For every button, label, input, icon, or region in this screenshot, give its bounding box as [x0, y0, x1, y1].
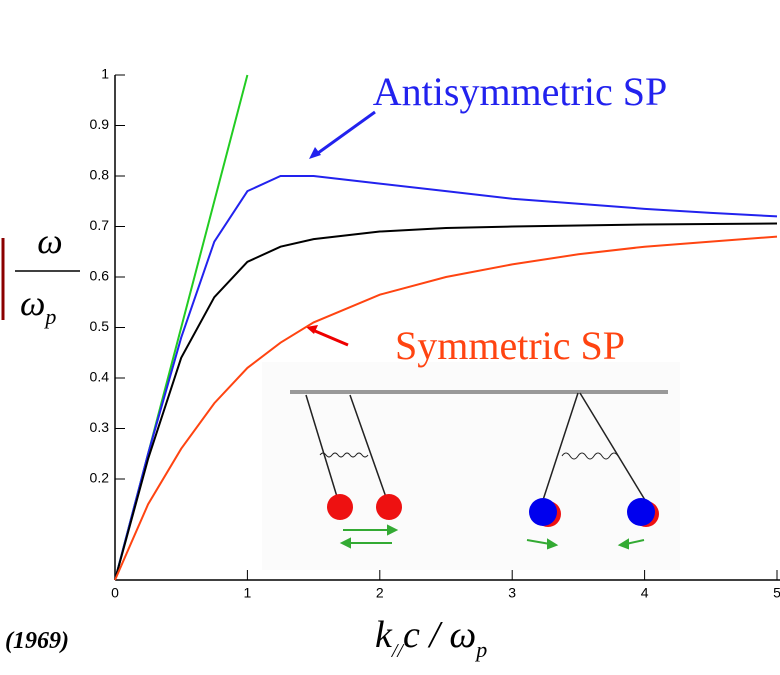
series-label: Symmetric SP	[395, 323, 625, 368]
annotation-arrows	[306, 110, 376, 347]
y-tick-label: 0.6	[90, 268, 110, 284]
motion-arrows	[339, 524, 645, 550]
x-tick-label: 1	[244, 585, 252, 601]
spring	[319, 452, 369, 458]
note: (1969)	[5, 628, 69, 654]
y-tick-label: 0.5	[90, 318, 110, 334]
x-tick-label: 5	[773, 585, 780, 601]
string	[542, 392, 579, 501]
string	[349, 394, 388, 501]
line	[114, 175, 778, 581]
series-label: Antisymmetric SP	[373, 69, 667, 114]
line	[114, 235, 778, 581]
string	[305, 394, 339, 501]
ball	[529, 498, 557, 526]
x-tick-label: 2	[376, 585, 384, 601]
y-tick-label: 0.4	[90, 369, 110, 385]
y-label-numerator: ω	[37, 221, 62, 261]
inset-diagram	[262, 362, 680, 570]
line	[114, 222, 778, 581]
x-tick-label: 0	[111, 585, 119, 601]
y-tick-label: 0.8	[90, 167, 110, 183]
ball	[327, 494, 353, 520]
y-tick-label: 0.7	[90, 217, 110, 233]
spring	[561, 452, 619, 460]
ball	[627, 498, 655, 526]
ball	[376, 494, 402, 520]
y-tick-label: 0.9	[90, 116, 110, 132]
x-tick-label: 4	[641, 585, 649, 601]
y-tick-label: 0.2	[90, 470, 110, 486]
string	[579, 392, 646, 501]
inset-background	[262, 362, 680, 570]
x-tick-label: 3	[508, 585, 516, 601]
x-label: k//c / ωp	[375, 614, 487, 662]
y-tick-label: 1	[101, 66, 109, 82]
y-tick-label: 0.3	[90, 419, 110, 435]
y-label-denominator: ωp	[20, 283, 56, 329]
